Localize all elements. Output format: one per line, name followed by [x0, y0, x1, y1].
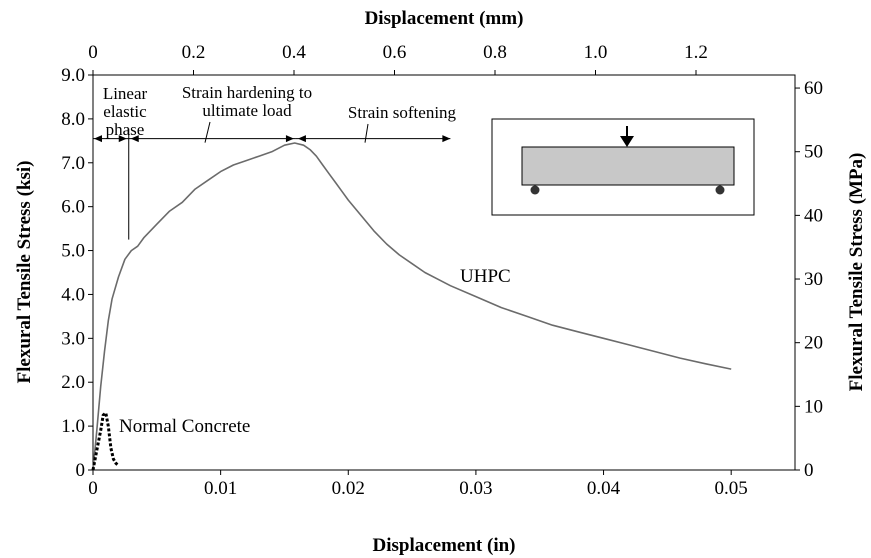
- x2-tick-label: 0: [88, 42, 98, 63]
- hardening-leader-line: [204, 121, 211, 143]
- x2-tick-label: 0.6: [383, 42, 407, 63]
- softening-leader-line: [364, 123, 369, 143]
- phase-arrows: [93, 121, 451, 240]
- phase-arrowhead-left: [94, 135, 102, 143]
- y-tick-label: 2.0: [61, 372, 85, 393]
- y2-tick-label: 40: [804, 205, 823, 226]
- y-tick-label: 6.0: [61, 197, 85, 218]
- load-arrow-icon: [620, 136, 634, 147]
- x-tick-label: 0.05: [715, 478, 748, 499]
- series-line-normal-concrete: [91, 411, 120, 471]
- x2-tick-label: 0.2: [182, 42, 206, 63]
- phase-label-hardening-2: ultimate load: [202, 101, 292, 120]
- x2-axis-title: Displacement (mm): [365, 8, 524, 29]
- y-tick-label: 9.0: [61, 65, 85, 86]
- y-tick-label: 8.0: [61, 109, 85, 130]
- phase-label-linear-1: Linear: [103, 84, 148, 103]
- left-support-icon: [530, 185, 540, 195]
- series-label-normal-concrete: Normal Concrete: [119, 416, 250, 437]
- phase-arrowhead-right: [285, 135, 294, 143]
- x-axis-title: Displacement (in): [372, 535, 515, 556]
- series-layer: [91, 142, 732, 471]
- x2-tick-label: 0.4: [282, 42, 306, 63]
- beam-icon: [521, 146, 735, 186]
- phase-label-linear-3: phase: [106, 120, 145, 139]
- y2-tick-label: 30: [804, 269, 823, 290]
- y-tick-label: 3.0: [61, 328, 85, 349]
- x-tick-label: 0.03: [459, 478, 492, 499]
- y-tick-label: 4.0: [61, 284, 85, 305]
- phase-arrowhead-right: [118, 135, 127, 143]
- x-axis-bottom: 0 0.01 0.02 0.03 0.04 0.05: [88, 470, 748, 499]
- right-support-icon: [715, 185, 725, 195]
- series-line-uhpc: [92, 142, 732, 471]
- y-axis-title: Flexural Tensile Stress (ksi): [14, 161, 35, 384]
- phase-label-linear-2: elastic: [103, 102, 147, 121]
- y2-tick-label: 50: [804, 142, 823, 163]
- y2-tick-label: 10: [804, 396, 823, 417]
- phase-label-hardening-1: Strain hardening to: [182, 83, 312, 102]
- series-label-uhpc: UHPC: [460, 266, 511, 287]
- phase-arrowhead-left: [130, 135, 139, 143]
- x-tick-label: 0.01: [204, 478, 237, 499]
- x2-tick-label: 0.8: [483, 42, 507, 63]
- x-tick-label: 0: [88, 478, 98, 499]
- y2-tick-label: 20: [804, 333, 823, 354]
- y-axis-left: 0 1.0 2.0 3.0 4.0 5.0 6.0 7.0 8.0 9.0: [61, 65, 93, 481]
- plot-area-frame: [92, 74, 796, 471]
- x2-tick-label: 1.0: [584, 42, 608, 63]
- y2-tick-label: 60: [804, 78, 823, 99]
- phase-arrowhead-right: [442, 135, 451, 143]
- y-tick-label: 5.0: [61, 241, 85, 262]
- x-axis-top: 0 0.2 0.4 0.6 0.8 1.0 1.2: [88, 42, 708, 75]
- y2-axis-title: Flexural Tensile Stress (MPa): [846, 153, 867, 392]
- x-tick-label: 0.04: [587, 478, 621, 499]
- phase-arrowhead-left: [297, 135, 306, 143]
- y2-tick-label: 0: [804, 460, 814, 481]
- x-tick-label: 0.02: [332, 478, 365, 499]
- y-tick-label: 7.0: [61, 153, 85, 174]
- x2-tick-label: 1.2: [684, 42, 708, 63]
- beam-test-inset: [491, 118, 755, 216]
- y-axis-right: 0 10 20 30 40 50 60: [795, 78, 823, 481]
- phase-label-softening: Strain softening: [348, 103, 457, 122]
- y-tick-label: 1.0: [61, 416, 85, 437]
- y-tick-label: 0: [76, 460, 86, 481]
